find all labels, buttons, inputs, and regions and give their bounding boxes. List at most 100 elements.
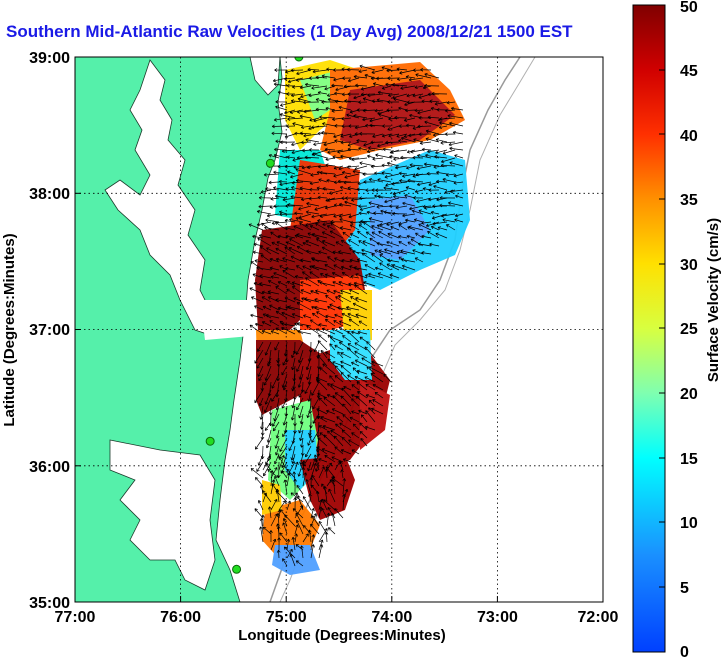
velocity-arrow	[342, 335, 352, 343]
velocity-arrow	[277, 234, 288, 239]
x-tick-label: 73:00	[477, 609, 518, 626]
velocity-arrow	[435, 149, 448, 155]
velocity-arrow	[311, 125, 328, 130]
velocity-arrow	[362, 240, 376, 247]
velocity-arrow	[265, 437, 272, 449]
velocity-arrow	[277, 90, 288, 95]
velocity-arrow	[447, 114, 464, 119]
velocity-arrow	[341, 170, 352, 175]
velocity-arrow	[433, 165, 448, 169]
velocity-arrow	[337, 306, 352, 311]
velocity-arrow	[368, 366, 384, 375]
velocity-arrow	[297, 373, 304, 388]
velocity-arrow	[331, 479, 336, 495]
velocity-arrow	[366, 149, 376, 154]
velocity-arrow	[305, 210, 320, 215]
velocity-arrow	[291, 453, 296, 464]
velocity-arrow	[275, 286, 288, 295]
velocity-arrow	[364, 376, 376, 383]
velocity-arrow	[377, 90, 392, 95]
velocity-arrow	[414, 257, 424, 263]
velocity-arrow	[289, 553, 296, 567]
velocity-arrow	[323, 499, 336, 511]
velocity-arrow	[408, 77, 424, 82]
velocity-arrow	[300, 437, 304, 448]
velocity-arrow	[328, 488, 336, 503]
velocity-arrow	[300, 125, 312, 130]
velocity-arrow	[267, 506, 272, 519]
velocity-arrow	[354, 284, 368, 295]
velocity-arrow	[318, 425, 328, 431]
velocity-arrow	[363, 221, 376, 231]
velocity-arrow	[329, 335, 344, 343]
velocity-arrow	[296, 397, 304, 411]
velocity-arrow	[330, 383, 344, 391]
velocity-arrow	[334, 508, 344, 519]
velocity-arrow	[343, 180, 360, 185]
velocity-arrow	[331, 83, 344, 88]
velocity-arrow	[396, 77, 408, 81]
velocity-arrow	[320, 273, 328, 279]
velocity-arrow	[394, 115, 408, 120]
velocity-arrow	[310, 458, 317, 471]
velocity-arrow	[294, 275, 304, 279]
velocity-arrow	[348, 213, 360, 219]
velocity-arrow	[309, 477, 314, 487]
velocity-arrow	[357, 181, 368, 186]
velocity-arrow	[258, 397, 264, 407]
velocity-arrow	[261, 290, 272, 295]
velocity-arrow	[310, 544, 315, 559]
velocity-arrow	[389, 154, 400, 159]
velocity-arrow	[270, 470, 274, 487]
velocity-arrow	[259, 274, 272, 279]
velocity-arrow	[332, 155, 344, 159]
velocity-arrow	[406, 123, 416, 128]
velocity-arrow	[351, 398, 360, 407]
velocity-arrow	[352, 302, 368, 311]
velocity-arrow	[271, 221, 288, 226]
velocity-arrow	[295, 341, 304, 355]
velocity-arrow	[274, 437, 280, 449]
velocity-arrow	[360, 92, 376, 97]
velocity-arrow	[323, 397, 336, 407]
velocity-arrow	[360, 438, 368, 447]
velocity-arrow	[301, 140, 312, 145]
velocity-arrow	[395, 205, 408, 210]
velocity-arrow	[327, 527, 336, 535]
velocity-arrow	[356, 187, 368, 192]
velocity-arrow	[321, 130, 336, 135]
velocity-arrow	[298, 349, 304, 364]
velocity-arrow	[348, 318, 360, 327]
velocity-arrow	[339, 320, 352, 327]
velocity-arrow	[321, 240, 336, 247]
velocity-arrow	[340, 395, 352, 407]
velocity-arrow	[274, 68, 288, 72]
colorbar-tick: 5	[680, 580, 689, 597]
velocity-arrow	[291, 149, 304, 155]
velocity-arrow	[432, 204, 448, 209]
velocity-arrow	[339, 185, 352, 191]
velocity-arrow	[264, 389, 272, 405]
velocity-arrow	[364, 73, 376, 79]
velocity-arrow	[371, 99, 384, 104]
velocity-arrow	[307, 389, 312, 402]
velocity-arrow	[370, 373, 384, 383]
velocity-arrow	[326, 512, 331, 527]
velocity-arrow	[396, 133, 408, 138]
velocity-arrow	[287, 305, 304, 311]
velocity-arrow	[361, 357, 376, 367]
velocity-arrow	[444, 189, 456, 194]
velocity-arrow	[385, 140, 400, 145]
velocity-arrow	[335, 296, 344, 303]
velocity-arrow	[325, 351, 336, 359]
velocity-arrow	[359, 205, 376, 211]
velocity-arrow	[377, 272, 392, 279]
velocity-arrow	[378, 113, 392, 119]
velocity-arrow	[298, 421, 304, 434]
velocity-arrow	[330, 512, 336, 527]
velocity-arrow	[355, 273, 368, 279]
velocity-arrow	[406, 165, 416, 170]
velocity-arrow	[371, 224, 384, 231]
velocity-arrow	[358, 204, 368, 209]
velocity-arrow	[290, 492, 304, 503]
